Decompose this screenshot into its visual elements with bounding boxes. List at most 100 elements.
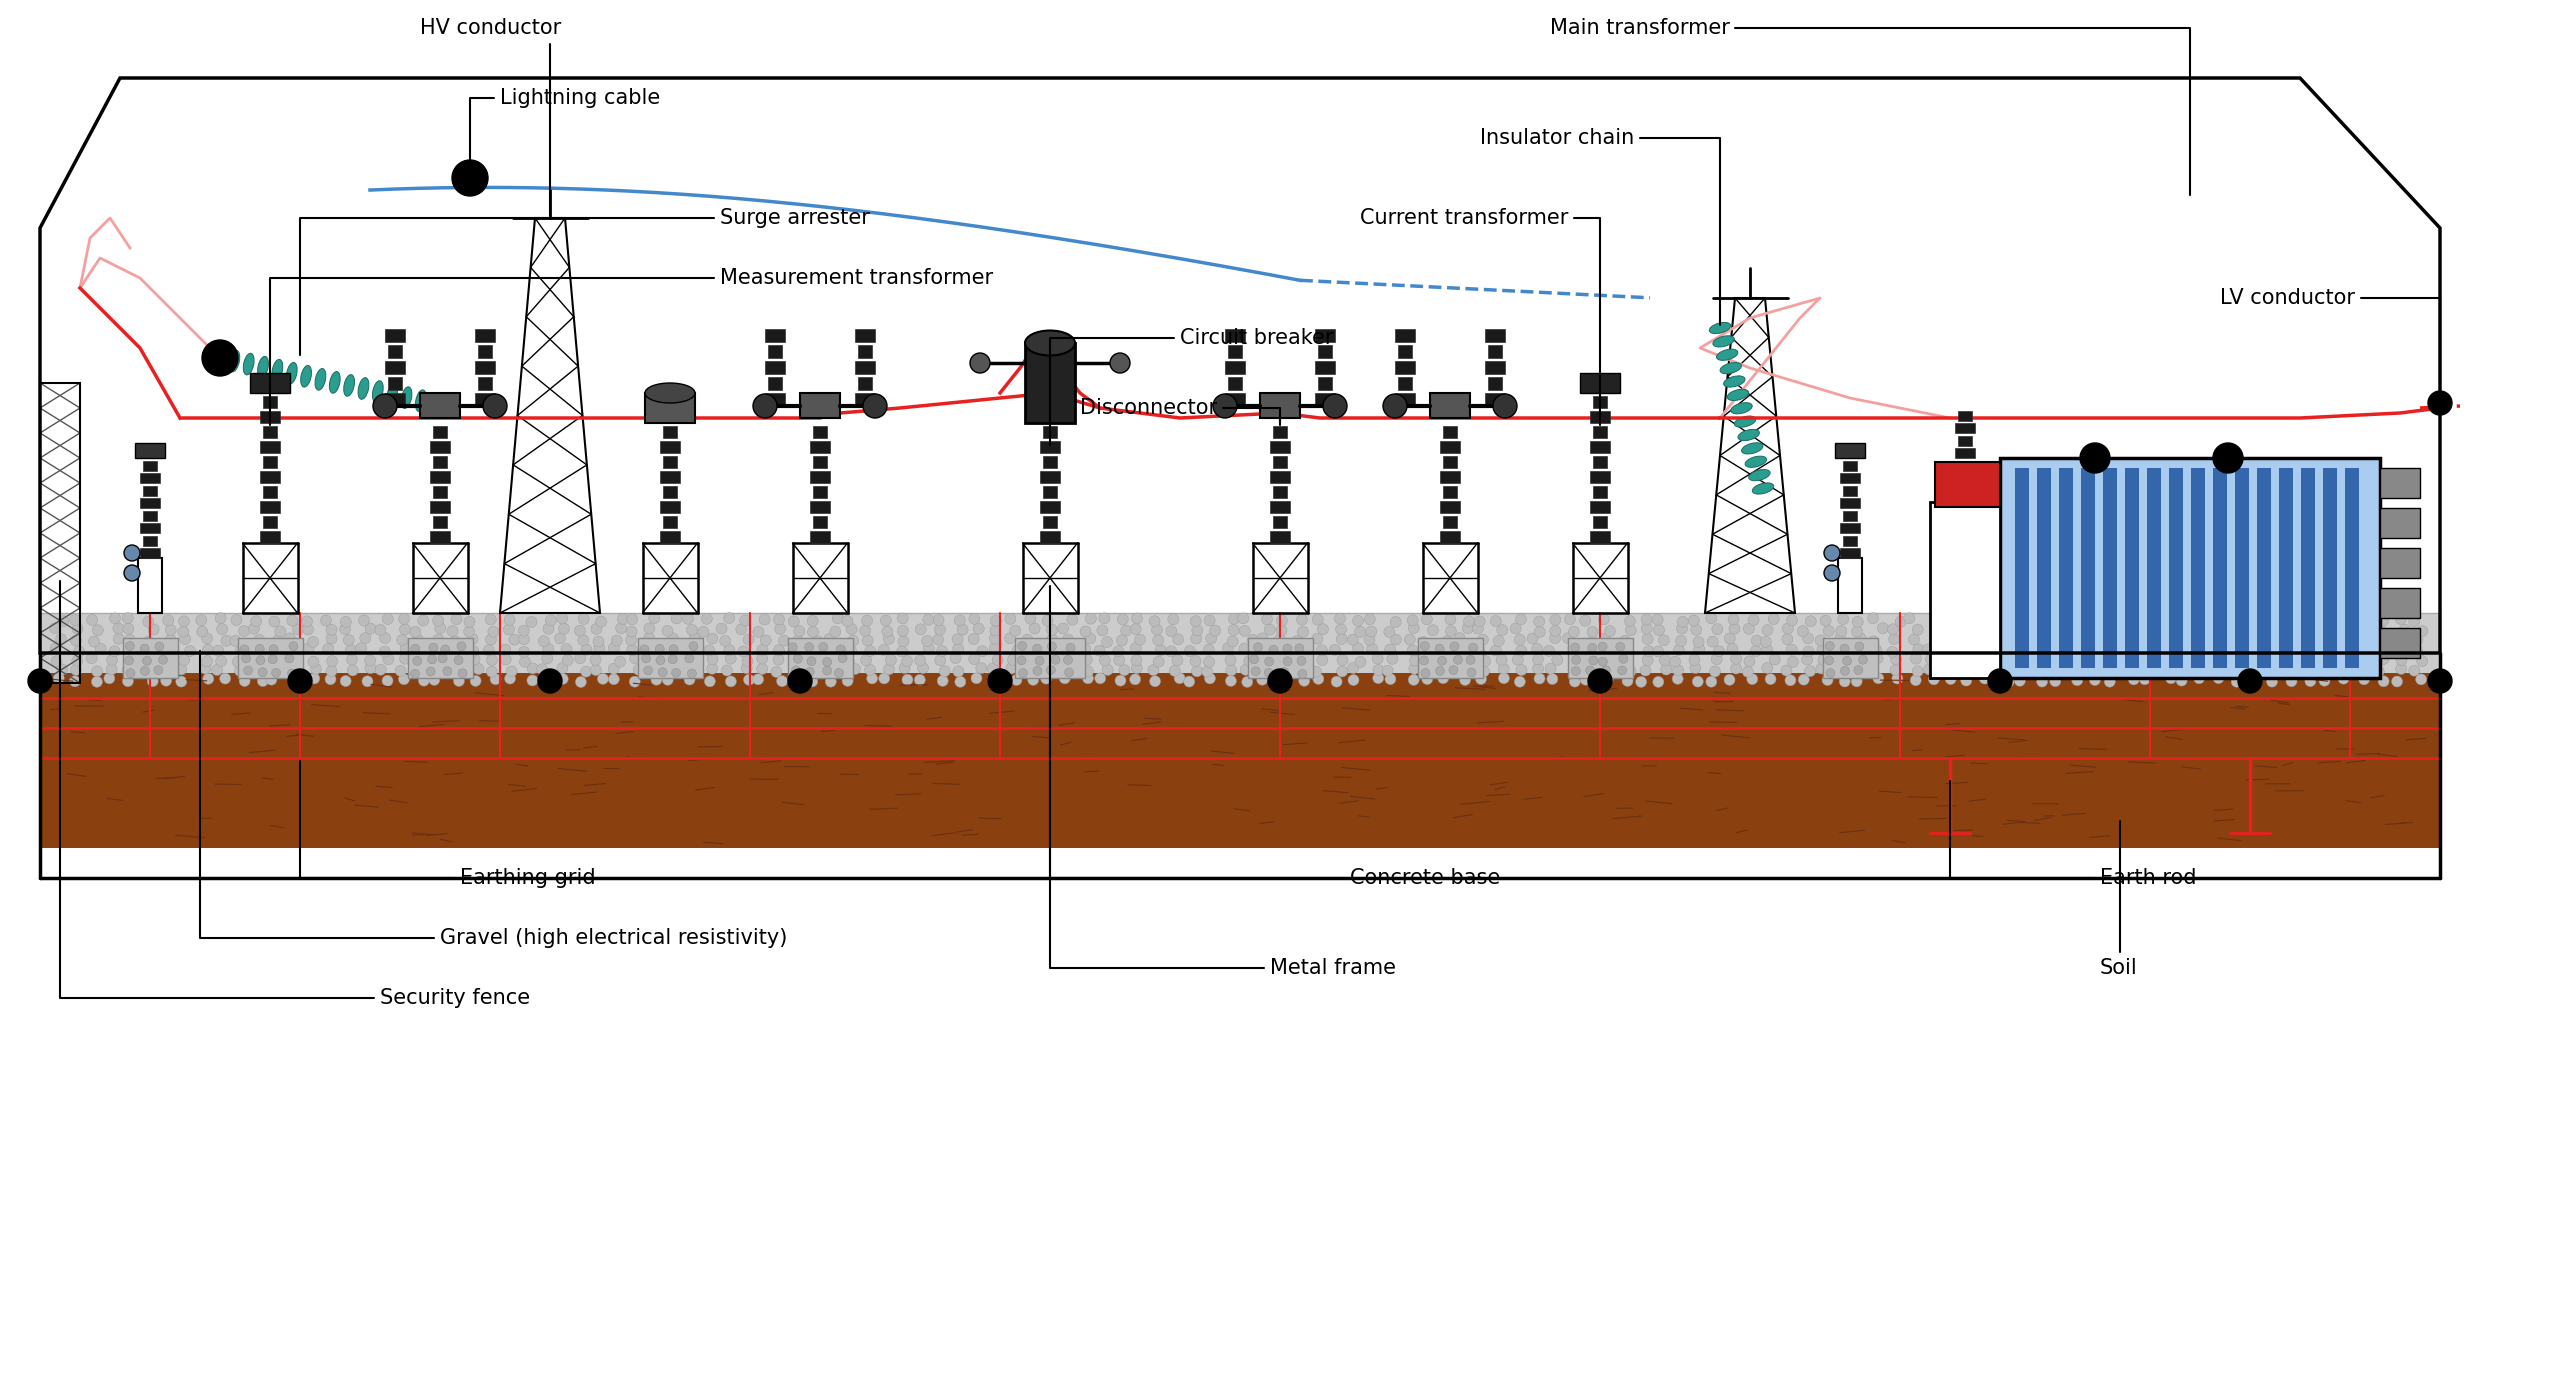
Circle shape bbox=[2199, 635, 2209, 646]
Circle shape bbox=[863, 394, 886, 418]
Circle shape bbox=[361, 633, 371, 643]
Circle shape bbox=[1787, 615, 1797, 626]
Circle shape bbox=[1636, 677, 1646, 688]
Circle shape bbox=[1597, 642, 1608, 651]
Circle shape bbox=[2427, 670, 2452, 693]
Circle shape bbox=[458, 668, 466, 678]
Circle shape bbox=[1270, 646, 1277, 654]
Circle shape bbox=[952, 665, 965, 677]
Circle shape bbox=[735, 624, 748, 635]
Circle shape bbox=[1930, 625, 1943, 636]
Bar bbox=[855, 329, 876, 343]
Circle shape bbox=[1098, 654, 1111, 665]
Circle shape bbox=[881, 626, 893, 637]
Circle shape bbox=[1887, 646, 1897, 657]
Circle shape bbox=[724, 612, 735, 624]
Circle shape bbox=[847, 624, 858, 635]
Circle shape bbox=[1170, 665, 1180, 677]
Circle shape bbox=[1190, 665, 1203, 677]
Bar bbox=[1485, 329, 1505, 343]
Circle shape bbox=[643, 654, 650, 663]
Circle shape bbox=[289, 642, 297, 650]
Bar bbox=[2058, 468, 2074, 668]
Circle shape bbox=[684, 674, 696, 685]
Circle shape bbox=[1132, 654, 1142, 665]
Circle shape bbox=[978, 646, 988, 657]
Circle shape bbox=[520, 656, 530, 667]
Circle shape bbox=[1114, 646, 1124, 657]
Bar bbox=[663, 426, 676, 438]
Circle shape bbox=[860, 654, 870, 665]
Circle shape bbox=[1723, 674, 1736, 685]
Circle shape bbox=[1580, 653, 1590, 664]
Bar bbox=[407, 637, 474, 678]
Circle shape bbox=[2122, 654, 2135, 665]
Circle shape bbox=[2427, 391, 2452, 415]
Circle shape bbox=[1997, 626, 2007, 637]
Circle shape bbox=[520, 646, 530, 657]
Circle shape bbox=[886, 654, 896, 665]
Circle shape bbox=[141, 644, 148, 653]
Circle shape bbox=[453, 159, 489, 196]
Circle shape bbox=[1203, 672, 1216, 684]
Circle shape bbox=[1347, 635, 1359, 646]
Circle shape bbox=[1155, 644, 1167, 656]
Circle shape bbox=[49, 622, 61, 633]
Circle shape bbox=[2235, 615, 2245, 626]
Circle shape bbox=[794, 654, 801, 663]
Circle shape bbox=[722, 665, 732, 677]
Bar bbox=[238, 637, 302, 678]
Circle shape bbox=[2084, 626, 2097, 637]
Circle shape bbox=[563, 654, 573, 665]
Circle shape bbox=[952, 643, 963, 654]
Circle shape bbox=[1802, 654, 1812, 665]
Circle shape bbox=[717, 624, 727, 635]
Circle shape bbox=[453, 675, 463, 686]
Text: Earth rod: Earth rod bbox=[1951, 780, 2196, 888]
Circle shape bbox=[1603, 644, 1613, 656]
Bar bbox=[389, 377, 402, 390]
Circle shape bbox=[1549, 625, 1562, 636]
Bar bbox=[1039, 471, 1060, 482]
Circle shape bbox=[1480, 656, 1490, 667]
Circle shape bbox=[883, 633, 893, 644]
Circle shape bbox=[814, 644, 824, 656]
Circle shape bbox=[1833, 656, 1846, 667]
Circle shape bbox=[2156, 643, 2168, 654]
Circle shape bbox=[1871, 653, 1884, 664]
Circle shape bbox=[527, 675, 538, 686]
Circle shape bbox=[1367, 626, 1377, 637]
Circle shape bbox=[1083, 665, 1093, 677]
Circle shape bbox=[850, 664, 860, 674]
Circle shape bbox=[2237, 670, 2263, 693]
Circle shape bbox=[1085, 633, 1096, 644]
Circle shape bbox=[845, 644, 855, 656]
Circle shape bbox=[1226, 636, 1239, 647]
Circle shape bbox=[1408, 622, 1418, 633]
Circle shape bbox=[1823, 674, 1833, 685]
Circle shape bbox=[2056, 653, 2066, 664]
Circle shape bbox=[1260, 664, 1270, 675]
Circle shape bbox=[110, 646, 120, 657]
Circle shape bbox=[1316, 654, 1329, 665]
Circle shape bbox=[381, 675, 394, 686]
Circle shape bbox=[932, 615, 945, 625]
Bar bbox=[2381, 507, 2419, 538]
Circle shape bbox=[2360, 656, 2371, 667]
Circle shape bbox=[1572, 656, 1580, 664]
Circle shape bbox=[2268, 625, 2281, 636]
Bar bbox=[2038, 468, 2051, 668]
Circle shape bbox=[2396, 654, 2406, 665]
Circle shape bbox=[812, 636, 824, 647]
Circle shape bbox=[901, 674, 914, 685]
Circle shape bbox=[686, 654, 694, 663]
Bar bbox=[430, 531, 451, 542]
Bar bbox=[1316, 393, 1334, 405]
Bar bbox=[1014, 637, 1085, 678]
Bar bbox=[138, 558, 161, 612]
Circle shape bbox=[2212, 653, 2222, 664]
Circle shape bbox=[2337, 625, 2348, 636]
Circle shape bbox=[202, 644, 212, 656]
Circle shape bbox=[251, 615, 261, 626]
Circle shape bbox=[1495, 654, 1508, 665]
